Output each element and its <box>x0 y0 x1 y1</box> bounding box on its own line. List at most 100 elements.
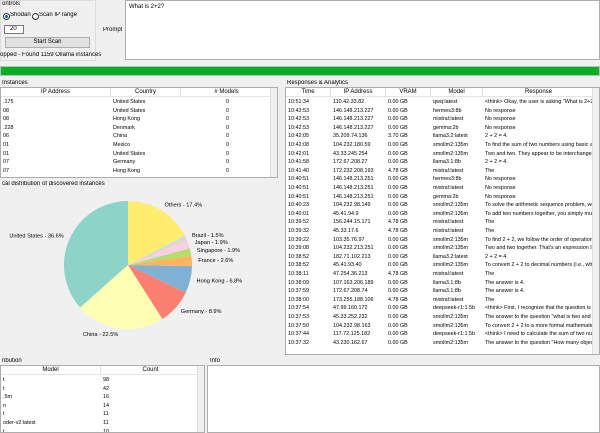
column-header: IP Address <box>331 88 386 97</box>
slice-label: China - 22.5% <box>83 332 118 338</box>
radio-shodan-label: Shodan <box>10 12 31 18</box>
table-cell: 4.78 GB <box>388 167 408 174</box>
table-cell: The answer is 4. <box>485 279 525 286</box>
table-cell: 10:39:52 <box>288 219 309 226</box>
table-cell: 0.00 GB <box>388 331 408 338</box>
table-cell: 14 <box>103 402 109 409</box>
table-cell: Mexico <box>113 142 131 148</box>
table-cell: t <box>3 377 5 383</box>
table-cell: 45.33.252.232 <box>333 314 368 320</box>
table-cell: 10 <box>103 428 109 433</box>
column-header: IP Address <box>1 88 111 97</box>
table-cell: 10:37:59 <box>288 288 309 295</box>
table-cell: hermes3:8b <box>433 176 462 183</box>
table-cell: 47.99.160.172 <box>333 305 368 312</box>
table-cell: 10:39:22 <box>288 236 309 243</box>
table-cell: 0 <box>226 116 229 123</box>
table-cell: To solve the arithmetic sequence problem… <box>485 202 594 209</box>
table-cell: 10:37:32 <box>288 339 309 346</box>
table-cell: 42 <box>103 385 109 392</box>
instances-title: Instances <box>2 80 28 86</box>
info-panel <box>207 365 600 433</box>
table-cell: The answer is 4. <box>485 288 525 295</box>
table-cell: 43.230.162.67 <box>333 339 368 346</box>
instances-table: IP Address Country # Models .175 United Stat… <box>0 87 278 178</box>
table-cell: 11 <box>103 420 109 426</box>
table-cell: 47.254.36.213 <box>333 271 368 277</box>
table-cell: To convert 2 + 2 to decimal numbers (i.e… <box>485 262 594 269</box>
table-cell: 08 <box>3 107 9 114</box>
table-cell: 4.78 GB <box>388 296 408 303</box>
table-cell: 01 <box>3 150 9 157</box>
table-cell: Two and two together. That's an expressi… <box>485 245 594 252</box>
table-cell: 104.232.180.59 <box>333 142 371 148</box>
radio-shodan[interactable] <box>3 13 10 20</box>
responses-table: Time IP Address VRAM Model Response 10:51:34 1… <box>285 87 600 355</box>
table-cell: The <box>485 271 495 277</box>
column-header: Model <box>431 88 483 97</box>
table-cell: 172.67.208.74 <box>333 288 368 295</box>
column-header: Time <box>286 88 331 97</box>
table-cell: 117.72.125.182 <box>333 331 371 338</box>
table-cell: 10:42:53 <box>288 124 309 131</box>
table-cell: 0.00 GB <box>388 305 408 312</box>
table-cell: 43.33.245.254 <box>333 150 368 157</box>
table-cell: 0 <box>226 107 229 114</box>
table-cell: qwq:latest <box>433 99 458 105</box>
table-cell: t <box>3 428 5 433</box>
table-cell: Two and two. They appear to be interchan… <box>485 150 594 157</box>
models-title: ribution <box>2 358 22 364</box>
table-cell: 0.00 GB <box>388 142 408 148</box>
table-cell: 10:40:51 <box>288 193 309 200</box>
pie-slice <box>80 265 163 329</box>
table-cell: mistral:latest <box>433 271 464 277</box>
table-cell: <think> Okay, the user is asking "What i… <box>485 99 594 105</box>
pie-slice <box>128 235 188 265</box>
start-scan-button[interactable]: Start Scan <box>5 37 90 48</box>
table-cell: No response <box>485 116 516 123</box>
table-cell: 10:37:50 <box>288 322 309 329</box>
table-cell: deepseek-r1:1.5b <box>433 331 475 338</box>
table-cell: mistral:latest <box>433 219 464 226</box>
column-header: Count <box>101 366 201 375</box>
table-cell: 01 <box>3 142 9 148</box>
table-cell: 0.00 GB <box>388 124 408 131</box>
pie-slice <box>128 201 185 265</box>
pie-slice <box>128 255 192 267</box>
table-cell: No response <box>485 185 516 191</box>
table-cell: llama3.1:8b <box>433 279 461 286</box>
table-cell: 104.232.98.149 <box>333 202 371 209</box>
table-cell: mistral:latest <box>433 116 464 123</box>
responses-title: Responses & Analytics <box>287 80 349 86</box>
table-cell: 0.00 GB <box>388 116 408 123</box>
table-cell: mistral:latest <box>433 185 464 191</box>
table-cell: 10:43:53 <box>288 107 309 114</box>
table-cell: 35.209.74.136 <box>333 133 368 140</box>
table-cell: The answer to the question "How many obj… <box>485 339 594 346</box>
table-cell: 146.148.213.251 <box>333 193 374 200</box>
table-cell: 10:38:09 <box>288 279 309 286</box>
slice-label: Japan - 1.9% <box>195 240 228 246</box>
table-cell: smollm2:135m <box>433 245 469 252</box>
radio-range[interactable] <box>32 13 39 20</box>
spinbox[interactable]: 20 <box>4 25 24 34</box>
table-cell: 0.00 GB <box>388 193 408 200</box>
pie-slice <box>128 265 186 319</box>
table-cell: smollm2:135m <box>433 202 469 209</box>
table-cell: 16 <box>103 394 109 401</box>
table-cell: 146.148.213.251 <box>333 185 374 191</box>
info-title: Info <box>210 358 221 364</box>
table-cell: llama3.2:latest <box>433 133 468 140</box>
table-cell: 0.00 GB <box>388 236 408 243</box>
table-cell: 11 <box>103 411 109 418</box>
table-cell: 45.41.93.40 <box>333 262 362 269</box>
table-cell: mistral:latest <box>433 296 464 303</box>
table-cell: 173.255.188.106 <box>333 296 374 303</box>
prompt-input[interactable]: What is 2+2? <box>125 0 600 60</box>
table-cell: t <box>3 385 5 392</box>
table-cell: <think> I need to calculate the sum of t… <box>485 331 594 338</box>
table-cell: 0.00 GB <box>388 245 408 252</box>
table-cell: deepseek-r1:1.5b <box>433 305 475 312</box>
table-cell: .228 <box>3 124 14 131</box>
table-cell: 103.35.76.97 <box>333 236 365 243</box>
